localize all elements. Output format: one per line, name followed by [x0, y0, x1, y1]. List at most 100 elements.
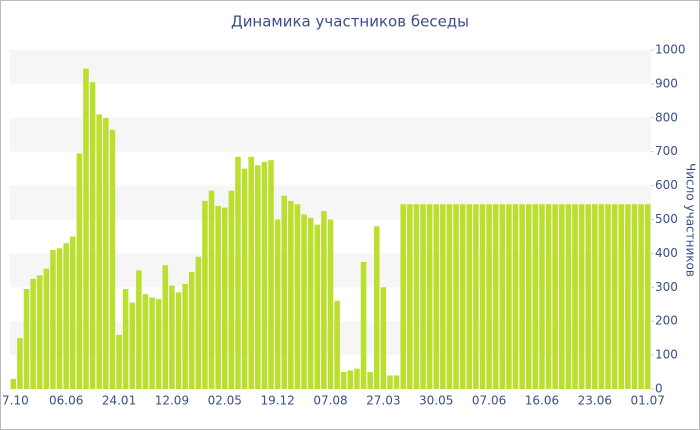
bar — [56, 248, 63, 389]
bar — [644, 204, 651, 389]
x-tick-label: 16.06 — [525, 394, 559, 408]
bar — [116, 334, 122, 389]
x-tick-label: 01.07 — [631, 394, 665, 408]
bar — [182, 283, 188, 389]
bar — [585, 204, 591, 389]
bar — [221, 207, 228, 389]
bar — [387, 375, 393, 389]
x-tick-label: 24.01 — [102, 394, 136, 408]
bar — [499, 204, 506, 389]
bar — [492, 204, 499, 389]
bar — [76, 153, 83, 389]
bar — [479, 204, 486, 389]
bar — [261, 161, 268, 389]
bar — [255, 165, 261, 389]
bar — [96, 114, 102, 389]
bar — [618, 204, 625, 389]
bar — [235, 156, 241, 389]
bar — [407, 204, 413, 389]
bar — [142, 294, 149, 389]
bar — [70, 236, 76, 389]
bar — [426, 204, 433, 389]
bar — [393, 375, 400, 389]
bar — [155, 299, 162, 389]
bar — [23, 288, 30, 389]
y-tick-label: 500 — [655, 212, 678, 226]
x-tick-label: 12.09 — [155, 394, 189, 408]
bar — [592, 204, 598, 389]
bar — [43, 268, 50, 389]
bar — [122, 288, 129, 389]
bar — [611, 204, 618, 389]
y-tick-label: 100 — [655, 348, 678, 362]
bar — [228, 190, 235, 389]
x-tick-label: 06.06 — [49, 394, 83, 408]
x-tick-label: 19.12 — [260, 394, 294, 408]
y-tick-label: 300 — [655, 280, 678, 294]
bar — [552, 204, 558, 389]
bar — [413, 204, 420, 389]
x-tick-label: 7.10 — [2, 394, 29, 408]
bar — [321, 211, 327, 389]
bar — [486, 204, 492, 389]
bar — [572, 204, 578, 389]
bar — [129, 302, 136, 389]
y-tick-label: 700 — [655, 144, 678, 158]
bar — [202, 200, 208, 389]
bar — [149, 297, 155, 389]
bar — [539, 204, 545, 389]
y-tick-label: 600 — [655, 178, 678, 192]
bar — [314, 224, 321, 389]
bar — [559, 204, 565, 389]
bar — [638, 204, 644, 389]
bar — [30, 278, 36, 389]
x-tick-label: 02.05 — [208, 394, 242, 408]
bar — [175, 292, 182, 389]
bar — [354, 368, 360, 389]
bar — [36, 275, 43, 389]
y-axis-title: Число участников — [684, 163, 698, 277]
bar — [459, 204, 466, 389]
bar — [545, 204, 552, 389]
bar — [400, 204, 406, 389]
bar — [294, 204, 301, 389]
bar — [525, 204, 532, 389]
bar — [631, 204, 638, 389]
x-tick-label: 27.03 — [366, 394, 400, 408]
x-tick-label: 23.06 — [578, 394, 612, 408]
bar — [519, 204, 525, 389]
bar — [17, 338, 23, 389]
y-tick-label: 800 — [655, 110, 678, 124]
bar — [433, 204, 440, 389]
x-tick-label: 07.06 — [472, 394, 506, 408]
bar — [274, 219, 281, 389]
bar — [10, 378, 17, 389]
bar — [241, 168, 248, 389]
bar — [334, 300, 340, 389]
bar — [532, 204, 539, 389]
bar — [169, 285, 175, 389]
bar — [89, 82, 96, 389]
bar — [109, 129, 116, 390]
y-tick-label: 0 — [655, 382, 663, 396]
bar — [605, 204, 611, 389]
bar — [188, 272, 195, 389]
bar — [340, 372, 347, 389]
bar — [367, 372, 373, 389]
bar — [347, 370, 354, 389]
x-tick-label: 07.08 — [313, 394, 347, 408]
bar — [288, 200, 294, 389]
bar — [360, 261, 367, 389]
bar — [63, 243, 69, 389]
bar — [512, 204, 519, 389]
chart-title: Динамика участников беседы — [231, 13, 469, 31]
bar — [307, 217, 314, 389]
bar — [103, 117, 109, 390]
bar — [248, 156, 254, 389]
bar — [578, 204, 585, 389]
bar — [420, 204, 426, 389]
bar — [281, 195, 288, 389]
y-tick-label: 400 — [655, 246, 678, 260]
bar — [136, 270, 142, 389]
